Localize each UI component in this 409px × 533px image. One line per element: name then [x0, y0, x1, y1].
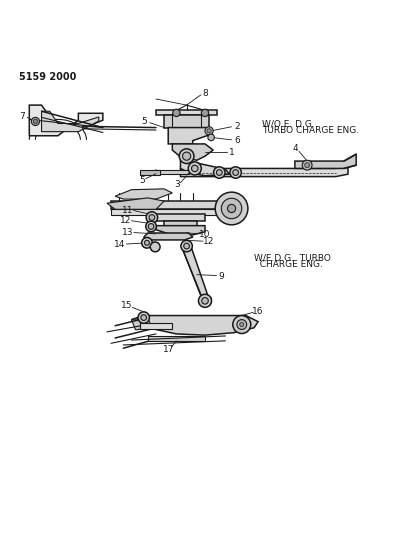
Text: 4: 4	[291, 144, 297, 154]
Polygon shape	[155, 110, 217, 115]
Text: W/E.D.G.  TURBO: W/E.D.G. TURBO	[254, 254, 330, 263]
Text: 17: 17	[162, 345, 173, 354]
Circle shape	[183, 243, 189, 249]
Circle shape	[201, 297, 208, 304]
Circle shape	[180, 240, 192, 252]
Circle shape	[148, 215, 154, 220]
Circle shape	[227, 204, 235, 213]
Circle shape	[213, 167, 225, 178]
Polygon shape	[147, 214, 204, 221]
Polygon shape	[181, 247, 209, 300]
Circle shape	[141, 314, 146, 320]
Text: 16: 16	[252, 307, 263, 316]
Text: 15: 15	[121, 301, 132, 310]
Polygon shape	[180, 164, 347, 176]
Text: 5: 5	[141, 117, 147, 126]
Circle shape	[172, 109, 180, 117]
Text: 10: 10	[199, 230, 210, 239]
Polygon shape	[147, 336, 204, 341]
Polygon shape	[41, 111, 99, 132]
Text: TURBO CHARGE ENG.: TURBO CHARGE ENG.	[262, 126, 358, 135]
Circle shape	[138, 312, 149, 324]
Text: 3: 3	[174, 180, 180, 189]
Circle shape	[198, 294, 211, 308]
Circle shape	[239, 322, 243, 327]
Circle shape	[304, 163, 309, 167]
Circle shape	[207, 134, 214, 141]
Text: W/O E. D.G.: W/O E. D.G.	[262, 120, 314, 129]
Polygon shape	[168, 127, 209, 144]
Text: 7: 7	[19, 111, 25, 120]
Polygon shape	[164, 221, 196, 228]
Circle shape	[204, 127, 213, 135]
Circle shape	[144, 240, 149, 245]
Polygon shape	[200, 298, 211, 303]
Circle shape	[232, 316, 250, 334]
Polygon shape	[164, 115, 209, 127]
Circle shape	[33, 119, 37, 124]
Circle shape	[146, 212, 157, 223]
Circle shape	[301, 160, 311, 170]
Circle shape	[221, 198, 241, 219]
Circle shape	[191, 165, 198, 172]
Polygon shape	[107, 198, 164, 209]
Circle shape	[229, 167, 241, 178]
Polygon shape	[131, 318, 151, 330]
Circle shape	[201, 109, 208, 117]
Circle shape	[216, 169, 222, 175]
Circle shape	[150, 242, 160, 252]
Circle shape	[215, 192, 247, 225]
Text: 5159 2000: 5159 2000	[19, 72, 76, 83]
Text: 1: 1	[228, 148, 234, 157]
Text: 12: 12	[202, 238, 213, 246]
Polygon shape	[294, 154, 355, 168]
Polygon shape	[115, 189, 172, 199]
Polygon shape	[180, 159, 229, 176]
Text: 12: 12	[120, 216, 131, 225]
Polygon shape	[29, 105, 103, 136]
Circle shape	[31, 117, 39, 126]
Polygon shape	[155, 225, 204, 236]
Polygon shape	[111, 209, 221, 215]
Text: 5: 5	[139, 176, 144, 185]
Circle shape	[142, 238, 152, 248]
Text: 14: 14	[114, 240, 126, 249]
Polygon shape	[139, 323, 172, 329]
Circle shape	[232, 169, 238, 175]
Text: 13: 13	[122, 228, 134, 237]
Text: 11: 11	[122, 206, 134, 215]
Text: 9: 9	[218, 272, 224, 281]
Circle shape	[179, 149, 193, 164]
Circle shape	[182, 152, 190, 160]
Text: 8: 8	[202, 89, 207, 98]
Circle shape	[207, 129, 211, 133]
Polygon shape	[139, 169, 160, 175]
Polygon shape	[111, 201, 229, 209]
Circle shape	[236, 320, 246, 329]
Polygon shape	[172, 144, 213, 160]
Polygon shape	[155, 171, 188, 174]
Text: 6: 6	[234, 136, 239, 145]
Polygon shape	[131, 316, 258, 335]
Circle shape	[145, 221, 156, 232]
Text: 2: 2	[234, 122, 239, 131]
Text: CHARGE ENG.: CHARGE ENG.	[254, 260, 322, 269]
Polygon shape	[144, 233, 192, 240]
Circle shape	[188, 162, 201, 175]
Circle shape	[148, 224, 153, 229]
